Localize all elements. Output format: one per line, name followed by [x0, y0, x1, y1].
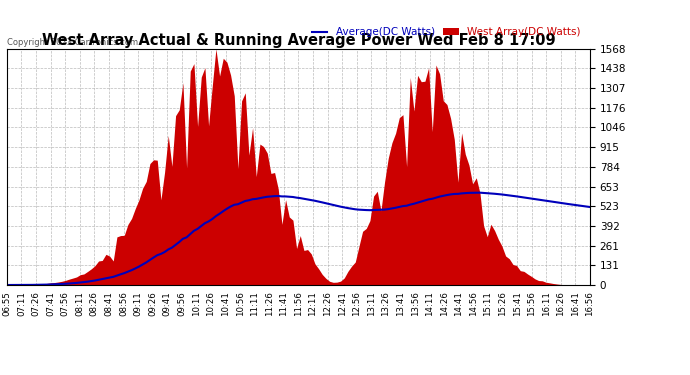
Legend: Average(DC Watts), West Array(DC Watts): Average(DC Watts), West Array(DC Watts) [308, 23, 584, 42]
Title: West Array Actual & Running Average Power Wed Feb 8 17:09: West Array Actual & Running Average Powe… [41, 33, 555, 48]
Text: Copyright 2023 Cartronics.com: Copyright 2023 Cartronics.com [8, 38, 139, 47]
